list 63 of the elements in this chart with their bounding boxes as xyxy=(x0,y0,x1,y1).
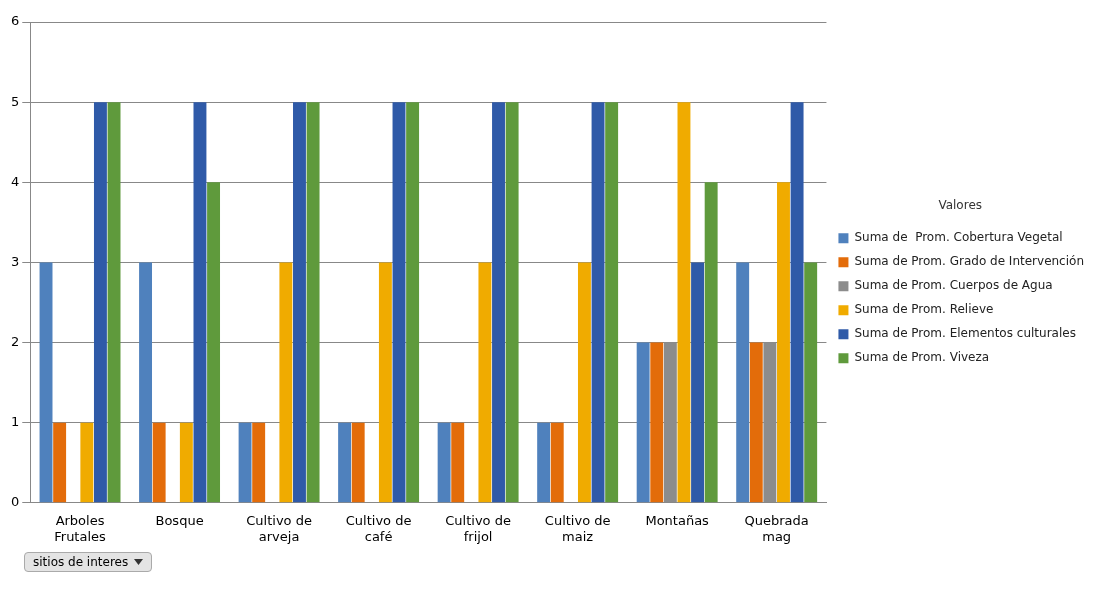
bar xyxy=(279,262,293,503)
bar xyxy=(804,262,818,503)
x-tick-label: Cultivo de maiz xyxy=(544,512,611,544)
bar xyxy=(378,262,392,503)
bar xyxy=(650,342,664,503)
bar xyxy=(338,422,352,503)
bar xyxy=(293,102,306,503)
bar xyxy=(252,422,266,503)
bar xyxy=(736,262,750,503)
bar xyxy=(505,102,519,503)
bar xyxy=(591,102,605,503)
bar xyxy=(406,102,420,503)
bar xyxy=(139,262,153,503)
bar xyxy=(478,262,492,503)
bar xyxy=(193,102,207,503)
bar xyxy=(749,342,763,503)
y-tick-label: 3 xyxy=(10,253,20,269)
x-tick-label: Arboles Frutales xyxy=(54,512,107,544)
bar xyxy=(691,262,705,503)
y-tick-label: 5 xyxy=(10,93,20,109)
text: sitios de interes xyxy=(33,555,129,569)
bar xyxy=(179,422,193,503)
bar xyxy=(152,422,166,503)
bar xyxy=(451,422,465,503)
bar xyxy=(39,262,53,503)
x-tick-label: Bosque xyxy=(155,512,204,528)
x-tick-label: Montañas xyxy=(645,512,710,528)
y-tick-label: 6 xyxy=(10,13,20,29)
bar xyxy=(351,422,365,503)
legend-label: Suma de Prom. Cobertura Vegetal xyxy=(854,230,1063,245)
bar xyxy=(492,102,505,503)
x-tick-label: Quebrada mag xyxy=(744,512,809,544)
y-tick-label: 1 xyxy=(10,414,20,430)
bar xyxy=(677,102,691,503)
bar xyxy=(537,422,551,503)
bar xyxy=(306,102,320,503)
bar xyxy=(238,422,252,503)
bar xyxy=(93,102,107,503)
bar xyxy=(80,422,94,503)
bar xyxy=(207,182,221,503)
bar xyxy=(636,342,650,503)
legend-label: Suma de Prom. Viveza xyxy=(854,350,990,365)
bar xyxy=(550,422,564,503)
bar xyxy=(704,182,718,503)
x-tick-label: Cultivo de frijol xyxy=(445,512,511,544)
legend-label: Suma de Prom. Elementos culturales xyxy=(854,326,1076,341)
bar xyxy=(577,262,591,503)
y-tick-label: 2 xyxy=(10,333,20,349)
y-tick-label: 4 xyxy=(10,173,20,189)
bar xyxy=(777,182,790,503)
bar xyxy=(107,102,121,503)
x-tick-label: Cultivo de café xyxy=(345,512,412,544)
bar xyxy=(53,422,67,503)
bar xyxy=(790,102,804,503)
bar xyxy=(392,102,406,503)
legend-label: Suma de Prom. Relieve xyxy=(854,302,994,317)
y-tick-label: 0 xyxy=(10,494,20,510)
legend-label: Suma de Prom. Grado de Intervención xyxy=(854,254,1084,269)
x-tick-label: Cultivo de arveja xyxy=(246,512,312,544)
legend-title: Valores xyxy=(938,197,983,212)
legend-label: Suma de Prom. Cuerpos de Agua xyxy=(854,278,1053,293)
bar xyxy=(437,422,451,503)
bar xyxy=(605,102,619,503)
